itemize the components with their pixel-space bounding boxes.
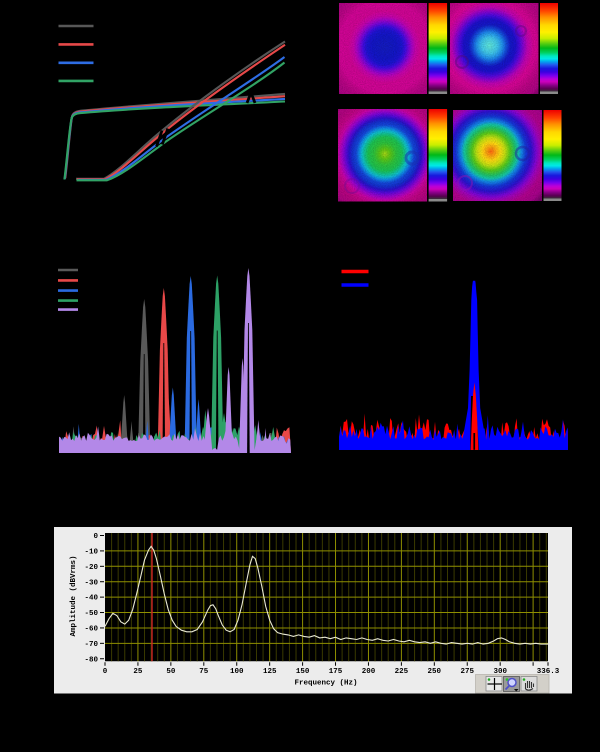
svg-text:-70: -70 — [84, 641, 98, 649]
svg-text:250: 250 — [428, 668, 442, 676]
svg-text:100: 100 — [230, 668, 244, 676]
svg-text:225: 225 — [395, 668, 409, 676]
svg-text:125: 125 — [263, 668, 277, 676]
svg-text:75: 75 — [199, 668, 209, 676]
svg-text:-10: -10 — [84, 549, 98, 557]
svg-text:150: 150 — [296, 668, 310, 676]
svg-text:0: 0 — [93, 533, 98, 541]
svg-text:-40: -40 — [84, 595, 98, 603]
svg-text:-50: -50 — [84, 610, 98, 618]
svg-text:300: 300 — [493, 668, 507, 676]
svg-text:-30: -30 — [84, 579, 98, 587]
svg-text:25: 25 — [133, 668, 143, 676]
svg-text:Frequency (Hz): Frequency (Hz) — [294, 680, 357, 688]
svg-text:0: 0 — [103, 668, 108, 676]
svg-text:200: 200 — [362, 668, 376, 676]
svg-text:336.3: 336.3 — [537, 668, 560, 676]
svg-text:50: 50 — [166, 668, 176, 676]
svg-text:175: 175 — [329, 668, 343, 676]
svg-text:Amplitude (dBVrms): Amplitude (dBVrms) — [70, 555, 78, 636]
svg-text:-80: -80 — [84, 656, 98, 664]
svg-text:275: 275 — [461, 668, 475, 676]
svg-text:-20: -20 — [84, 564, 98, 572]
svg-text:-60: -60 — [84, 626, 98, 634]
